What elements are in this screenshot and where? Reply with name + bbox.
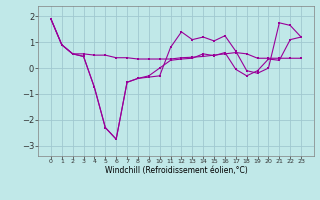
X-axis label: Windchill (Refroidissement éolien,°C): Windchill (Refroidissement éolien,°C) [105, 166, 247, 175]
